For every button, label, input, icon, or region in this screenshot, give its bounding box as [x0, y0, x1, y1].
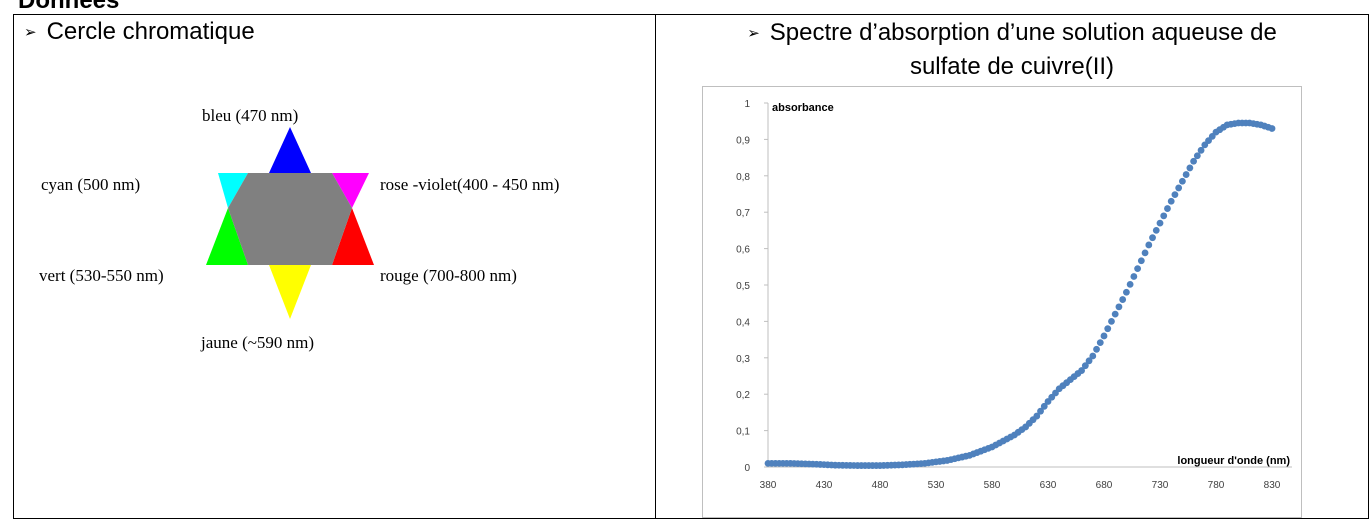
label-blue: bleu (470 nm) — [202, 106, 298, 125]
left-title: ➢ Cercle chromatique — [14, 15, 655, 50]
y-tick-label: 0,2 — [736, 390, 750, 401]
data-point — [1111, 310, 1119, 318]
right-title-line2: sulfate de cuivre(II) — [909, 53, 1115, 80]
star-center — [228, 173, 352, 265]
x-axis-label: longueur d'onde (nm) — [1177, 455, 1290, 467]
right-title: ➢ Spectre d’absorption d’une solution aqu… — [656, 15, 1368, 82]
star-red-tip — [332, 208, 374, 265]
data-point — [1089, 352, 1097, 360]
y-tick-label: 0,6 — [736, 245, 750, 256]
y-tick-label: 0,4 — [736, 317, 750, 328]
data-point — [1078, 367, 1085, 374]
y-tick-label: 0,3 — [736, 354, 750, 365]
x-tick-label: 730 — [1152, 480, 1169, 491]
y-tick-label: 0,8 — [736, 172, 750, 183]
data-point — [1167, 197, 1175, 205]
data-point — [1115, 303, 1123, 311]
data-point — [1096, 339, 1104, 347]
data-point — [1130, 273, 1138, 280]
data-point — [1137, 257, 1145, 265]
data-point — [1182, 171, 1190, 178]
star-yellow-tip — [269, 265, 311, 319]
x-tick-label: 780 — [1208, 480, 1225, 491]
data-point — [1123, 288, 1130, 296]
star-green-tip — [206, 208, 248, 265]
color-star-svg: bleu (470 nm) cyan (500 nm) rose -violet… — [39, 106, 559, 352]
star-magenta-tip — [332, 173, 369, 208]
data-point — [1040, 402, 1048, 410]
data-point — [1119, 296, 1127, 303]
data-point — [1134, 265, 1141, 273]
right-title-line1: Spectre d’absorption d’une solution aque… — [769, 19, 1277, 46]
data-point — [1037, 407, 1044, 415]
data-point — [1145, 241, 1153, 249]
data-point — [1160, 212, 1168, 220]
data-point — [1141, 249, 1149, 257]
section-heading: Données — [18, 0, 120, 14]
data-point — [1156, 219, 1164, 227]
absorption-chart-svg: 0 0,1 0,2 0,3 0,4 0,5 0,6 0,7 0,8 0,9 1 380 430 480 5… — [702, 86, 1302, 518]
x-tick-label: 480 — [872, 480, 889, 491]
bullet-icon: ➢ — [24, 24, 37, 41]
data-point — [1164, 205, 1171, 212]
data-point — [1081, 362, 1089, 370]
chart-border — [702, 86, 1302, 518]
data-point — [1175, 184, 1183, 192]
label-pink: rose -violet(400 - 450 nm) — [380, 175, 559, 194]
y-tick-label: 0,5 — [736, 281, 750, 292]
star-blue-tip — [269, 127, 311, 173]
y-tick-label: 0,7 — [736, 208, 750, 219]
data-point — [1093, 345, 1100, 353]
data-point — [1126, 280, 1134, 288]
data-point — [1085, 357, 1093, 365]
x-tick-label: 580 — [984, 480, 1001, 491]
data-point — [1197, 146, 1205, 154]
data-point — [1108, 318, 1115, 325]
bullet-icon-right: ➢ — [747, 25, 760, 42]
y-tick-label: 0 — [744, 463, 750, 474]
y-tick-label: 1 — [744, 99, 750, 110]
label-yellow: jaune (~590 nm) — [200, 333, 314, 352]
y-tick-label: 0,1 — [736, 427, 750, 438]
data-point — [1149, 234, 1156, 242]
absorption-chart: 0 0,1 0,2 0,3 0,4 0,5 0,6 0,7 0,8 0,9 1 380 430 480 5… — [702, 86, 1302, 518]
color-star: bleu (470 nm) cyan (500 nm) rose -violet… — [14, 55, 655, 375]
data-point — [1033, 412, 1041, 420]
label-cyan: cyan (500 nm) — [41, 175, 140, 194]
data-point — [1190, 157, 1197, 165]
x-tick-label: 430 — [816, 480, 833, 491]
left-cell: ➢ Cercle chromatique bleu (470 nm) cyan (… — [13, 14, 656, 519]
data-point — [1104, 325, 1112, 333]
data-point — [1268, 125, 1276, 132]
y-tick-label: 0,9 — [736, 135, 750, 146]
x-tick-label: 830 — [1264, 480, 1281, 491]
left-title-text: Cercle chromatique — [46, 18, 255, 45]
y-axis-label: absorbance — [772, 102, 834, 114]
data-point — [1152, 227, 1160, 234]
x-tick-label: 680 — [1096, 480, 1113, 491]
x-tick-label: 630 — [1040, 480, 1057, 491]
data-point — [1171, 191, 1179, 199]
label-green: vert (530-550 nm) — [39, 266, 164, 285]
x-tick-label: 380 — [760, 480, 777, 491]
label-red: rouge (700-800 nm) — [380, 266, 517, 285]
data-point — [1186, 164, 1194, 172]
data-point — [1193, 152, 1201, 160]
data-point — [1179, 177, 1186, 185]
x-tick-label: 530 — [928, 480, 945, 491]
data-point — [1100, 332, 1108, 340]
star-cyan-tip — [218, 173, 248, 208]
